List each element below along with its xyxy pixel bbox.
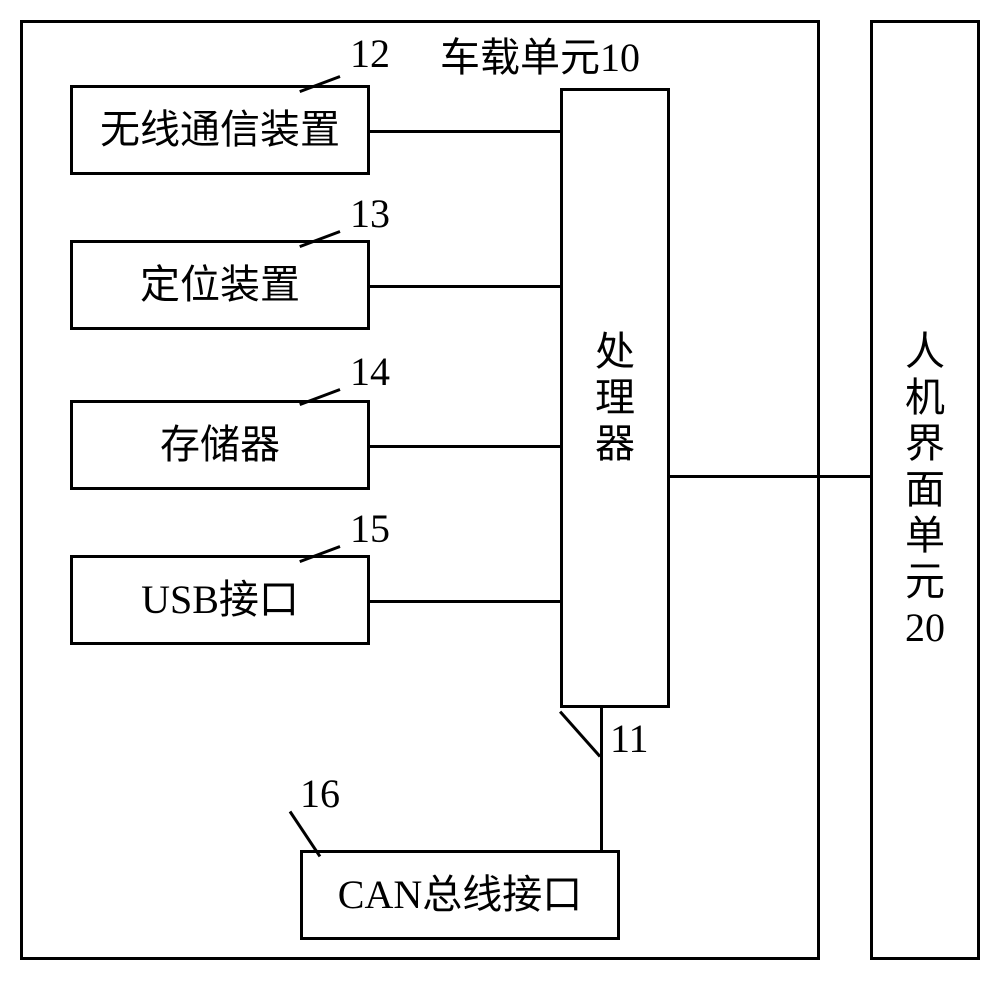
ref-15: 15	[350, 505, 390, 552]
usb-module: USB接口	[70, 555, 370, 645]
processor-module: 处理器	[560, 88, 670, 708]
conn-usb	[370, 600, 560, 603]
hmi-unit-container: 人机界面单元20	[870, 20, 980, 960]
hmi-unit-label: 人机界面单元20	[905, 329, 945, 651]
processor-label: 处理器	[595, 329, 635, 467]
ref-14: 14	[350, 348, 390, 395]
conn-proc-can	[600, 708, 603, 850]
ref-16: 16	[300, 770, 340, 817]
conn-locate	[370, 285, 560, 288]
ref-12: 12	[350, 30, 390, 77]
ref-13: 13	[350, 190, 390, 237]
conn-proc-hmi	[670, 475, 870, 478]
storage-module: 存储器	[70, 400, 370, 490]
unit10-label: 车载单元10	[440, 25, 640, 83]
locate-module: 定位装置	[70, 240, 370, 330]
wireless-module: 无线通信装置	[70, 85, 370, 175]
canbus-module: CAN总线接口	[300, 850, 620, 940]
ref-11: 11	[610, 715, 649, 762]
conn-storage	[370, 445, 560, 448]
conn-wireless	[370, 130, 560, 133]
